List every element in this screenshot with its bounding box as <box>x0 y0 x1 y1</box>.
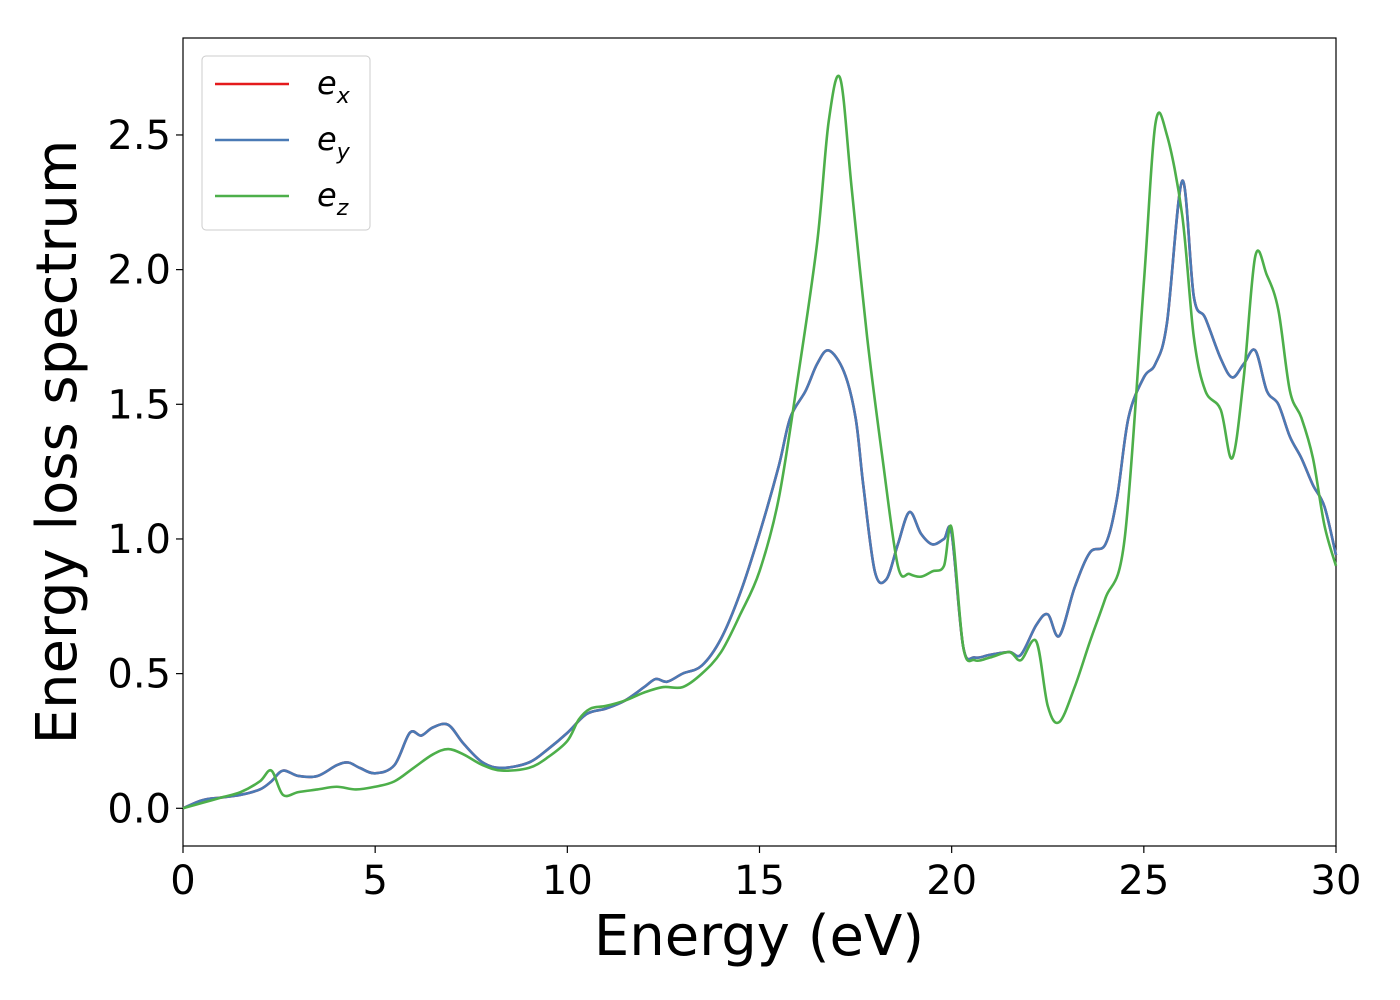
legend-box <box>201 55 371 231</box>
legend-label-x: ex <box>317 64 351 109</box>
x-tick-label: 15 <box>734 858 785 904</box>
series-layer <box>182 74 1338 810</box>
y-axis-ticks: 0.0 0.5 1.0 1.5 2.0 2.5 <box>107 113 183 832</box>
x-axis-title: Energy (eV) <box>594 904 924 969</box>
legend: ex ey ez <box>201 55 371 231</box>
y-tick-label: 0.0 <box>107 786 171 832</box>
y-tick-label: 2.0 <box>107 248 171 294</box>
y-axis-title: Energy loss spectrum <box>25 140 90 745</box>
x-tick-label: 30 <box>1311 858 1362 904</box>
series-line-y <box>182 179 1338 810</box>
x-tick-label: 0 <box>170 858 195 904</box>
x-axis-ticks: 0 5 10 15 20 25 30 <box>170 846 1361 904</box>
legend-label-z: ez <box>317 176 349 221</box>
legend-label-y: ey <box>317 120 351 165</box>
plot-area <box>182 37 1337 847</box>
x-tick-label: 5 <box>362 858 387 904</box>
x-tick-label: 20 <box>926 858 977 904</box>
y-tick-label: 1.5 <box>107 382 171 428</box>
y-tick-label: 0.5 <box>107 652 171 698</box>
x-tick-label: 10 <box>542 858 593 904</box>
y-tick-label: 2.5 <box>107 113 171 159</box>
y-tick-label: 1.0 <box>107 517 171 563</box>
x-tick-label: 25 <box>1118 858 1169 904</box>
series-line-z <box>182 74 1338 810</box>
